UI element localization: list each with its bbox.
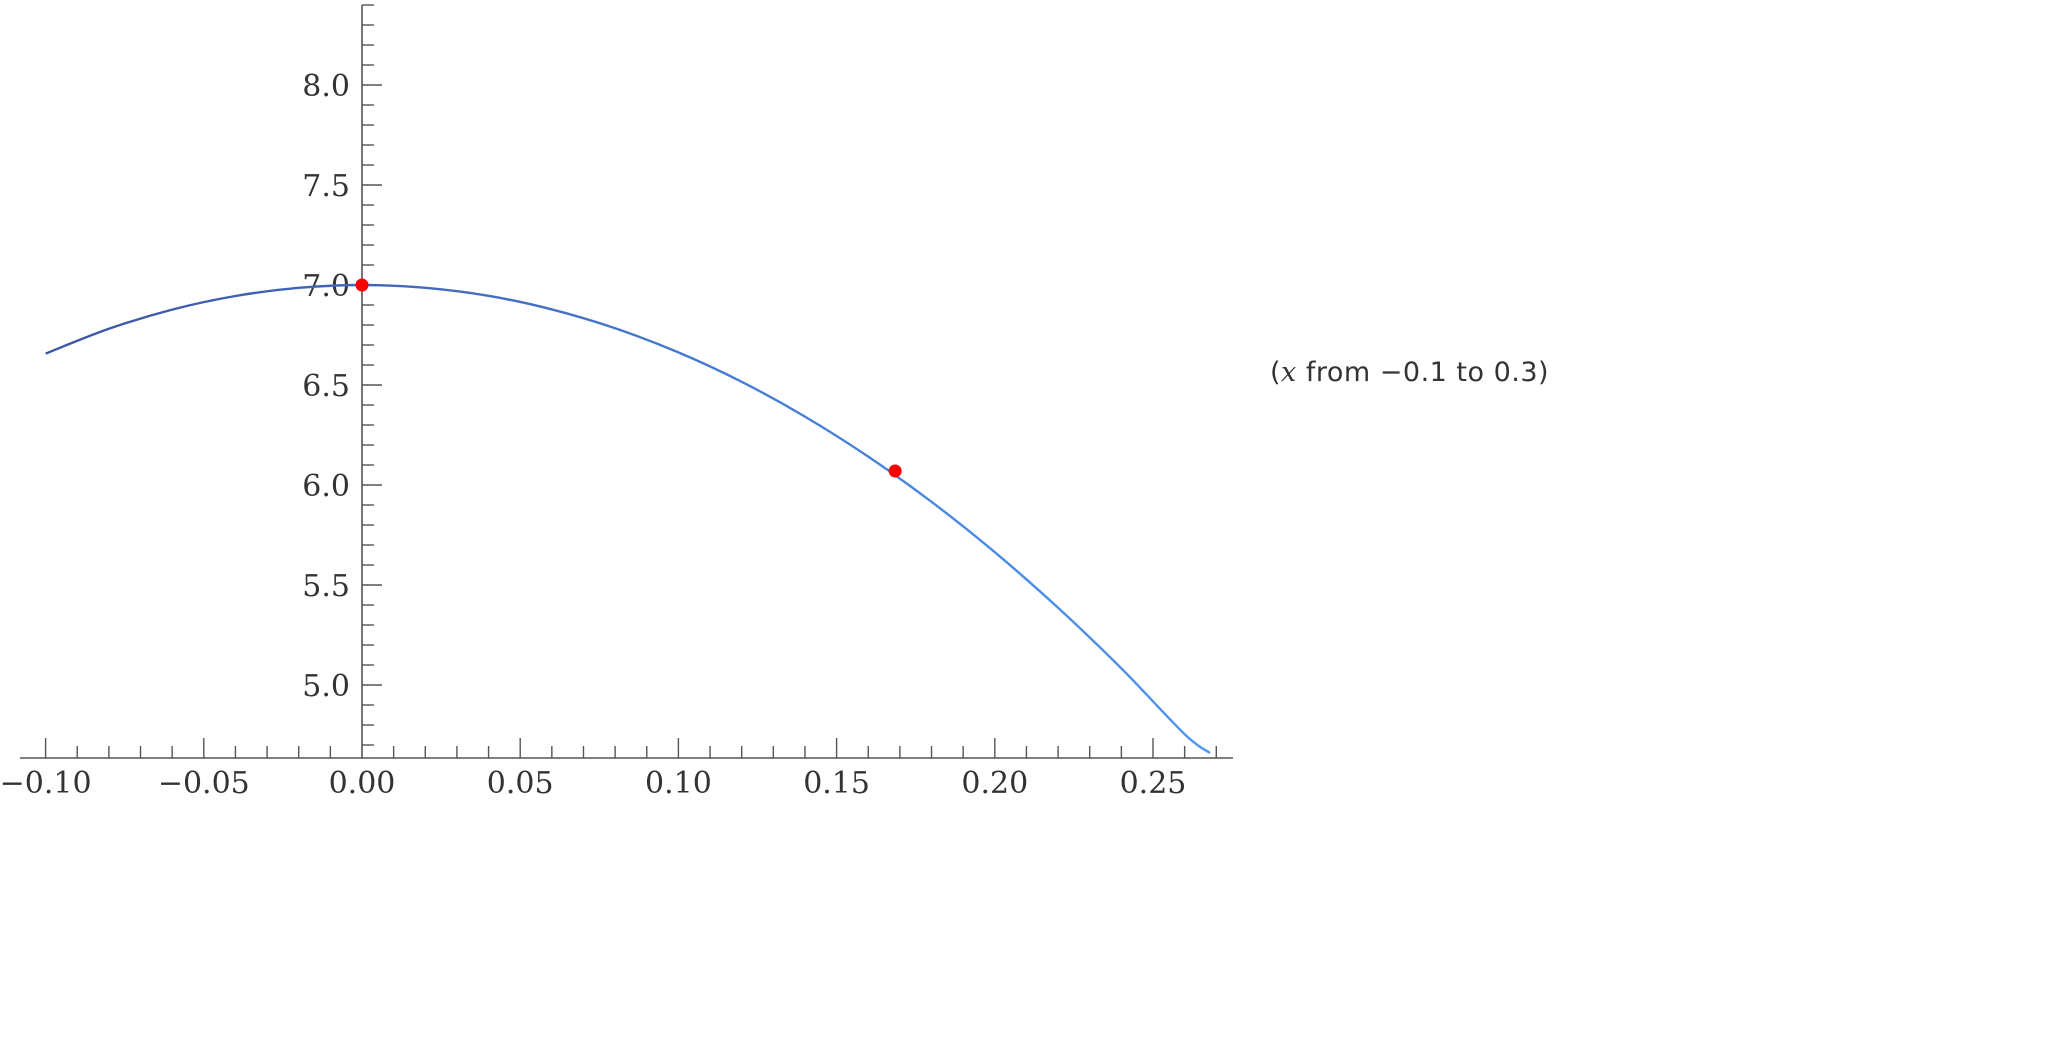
annotation-text: from −0.1 to 0.3)	[1296, 357, 1550, 388]
data-point	[888, 464, 902, 478]
y-tick-label: 5.5	[302, 569, 350, 604]
y-tick-label: 8.0	[302, 69, 350, 104]
x-tick-label: −0.05	[158, 766, 250, 801]
x-tick-label: 0.00	[329, 766, 396, 801]
y-tick-label: 5.0	[302, 669, 350, 704]
x-tick-label: −0.10	[0, 766, 92, 801]
x-tick-label: 0.10	[645, 766, 712, 801]
x-tick-label: 0.25	[1120, 766, 1187, 801]
series-curve	[45, 283, 1211, 754]
y-tick-label: 6.5	[302, 369, 350, 404]
data-point	[355, 278, 369, 292]
y-tick-label: 6.0	[302, 469, 350, 504]
x-tick-label: 0.05	[487, 766, 554, 801]
range-annotation: (x from −0.1 to 0.3)	[1270, 357, 1549, 388]
y-tick-label: 7.5	[302, 169, 350, 204]
annotation-open: (	[1270, 357, 1282, 388]
x-tick-label: 0.20	[961, 766, 1028, 801]
annotation-var: x	[1281, 357, 1297, 388]
x-tick-label: 0.15	[803, 766, 870, 801]
